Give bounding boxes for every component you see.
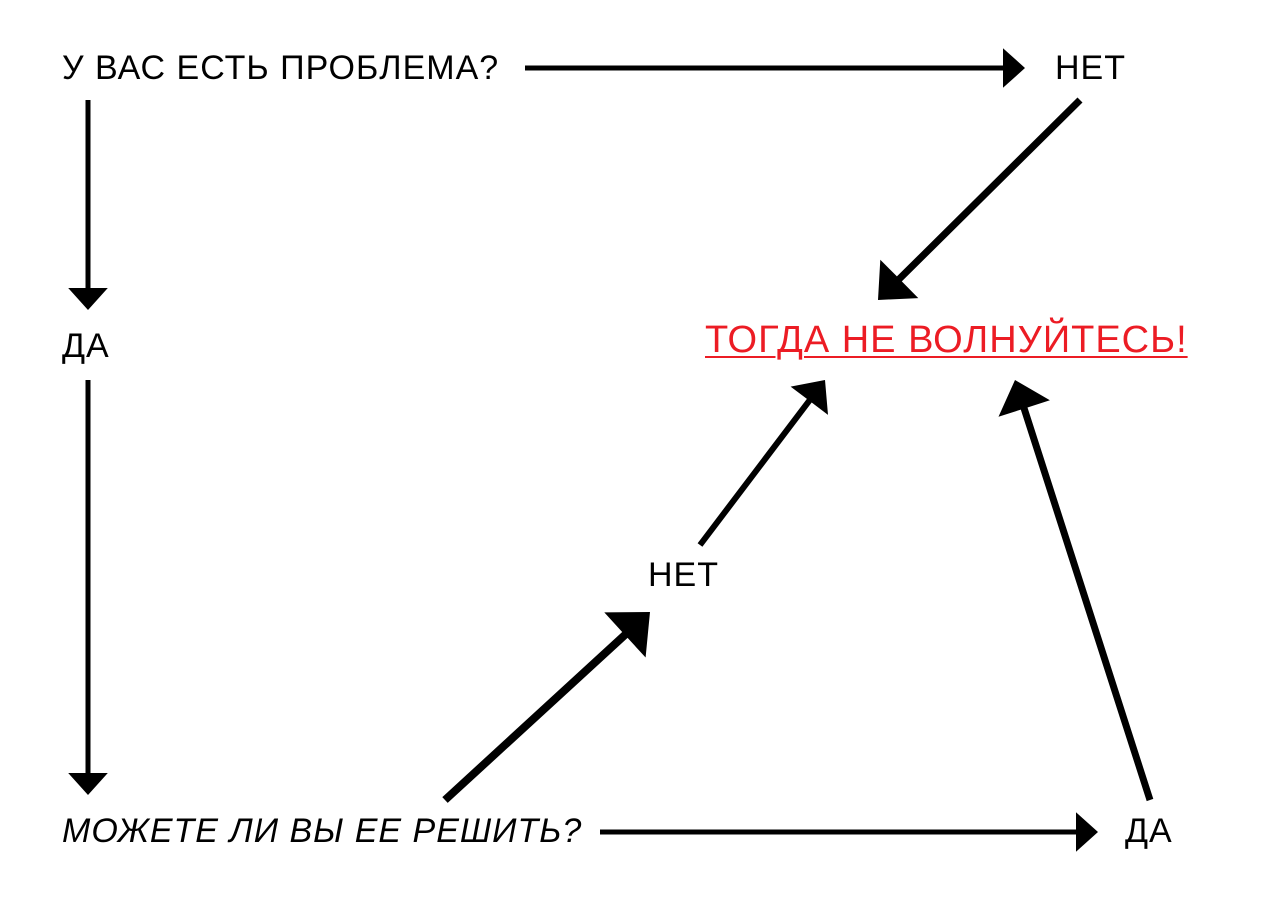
edges-layer [0,0,1280,905]
node-answer-no-mid: НЕТ [648,557,719,594]
arrow-q_solve-to-mid_no [442,612,650,803]
arrow-mid_no-to-result [698,380,828,547]
arrow-bottom_yes-to-result [999,380,1154,801]
arrow-q_problem-to-top_no [525,48,1025,88]
node-answer-no-top: НЕТ [1055,50,1126,87]
node-result-dont-worry: ТОГДА НЕ ВОЛНУЙТЕСЬ! [705,320,1188,362]
arrow-q_solve-to-bottom_yes [600,812,1098,852]
arrow-q_problem-to-yes_left [68,100,108,310]
flowchart-diagram: У ВАС ЕСТЬ ПРОБЛЕМА? НЕТ ДА ТОГДА НЕ ВОЛ… [0,0,1280,905]
node-answer-yes-left: ДА [62,328,110,365]
arrow-top_no-to-result [878,98,1083,301]
node-answer-yes-bottom: ДА [1125,813,1173,850]
node-question-problem: У ВАС ЕСТЬ ПРОБЛЕМА? [62,50,499,87]
node-question-solve: МОЖЕТЕ ЛИ ВЫ ЕЕ РЕШИТЬ? [62,813,582,850]
arrow-yes_left-to-q_solve [68,380,108,795]
